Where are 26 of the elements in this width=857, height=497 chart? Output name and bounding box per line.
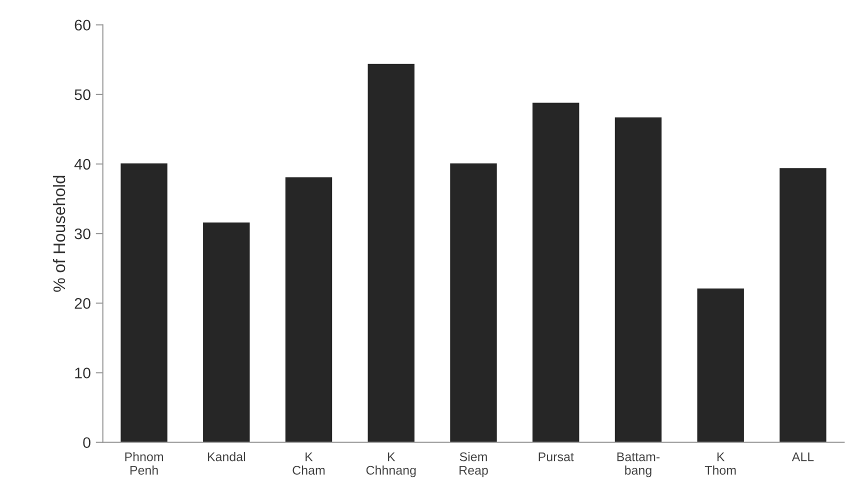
bar — [532, 102, 580, 442]
x-tick-label: K Chhnang — [366, 452, 416, 478]
y-tick-label: 10 — [75, 368, 90, 378]
x-tick-label: K Cham — [292, 452, 325, 475]
bar — [120, 163, 168, 442]
y-tick-label: 30 — [74, 228, 90, 240]
x-tick-label: Siem Reap — [460, 452, 488, 478]
bar — [285, 177, 332, 442]
x-tick-label: Kandal — [208, 452, 246, 462]
bar — [450, 163, 497, 442]
x-tick-label: Pursat — [538, 452, 574, 462]
bar — [614, 117, 662, 442]
x-tick-label: K Thom — [704, 452, 736, 475]
bar — [203, 222, 250, 442]
y-tick-label: 0 — [83, 437, 90, 448]
bar — [368, 64, 414, 442]
y-tick-label: 50 — [74, 89, 90, 100]
y-tick-label: 60 — [74, 20, 90, 31]
x-tick-label: ALL — [792, 452, 814, 462]
bar — [697, 288, 744, 442]
y-tick-label: 40 — [74, 158, 90, 170]
x-tick-label: Phnom Penh — [125, 452, 164, 475]
y-axis-title: % of Household — [52, 176, 66, 292]
y-tick-label: 20 — [74, 298, 90, 309]
bar — [780, 168, 826, 442]
x-tick-label: Battam- bang — [617, 452, 660, 478]
